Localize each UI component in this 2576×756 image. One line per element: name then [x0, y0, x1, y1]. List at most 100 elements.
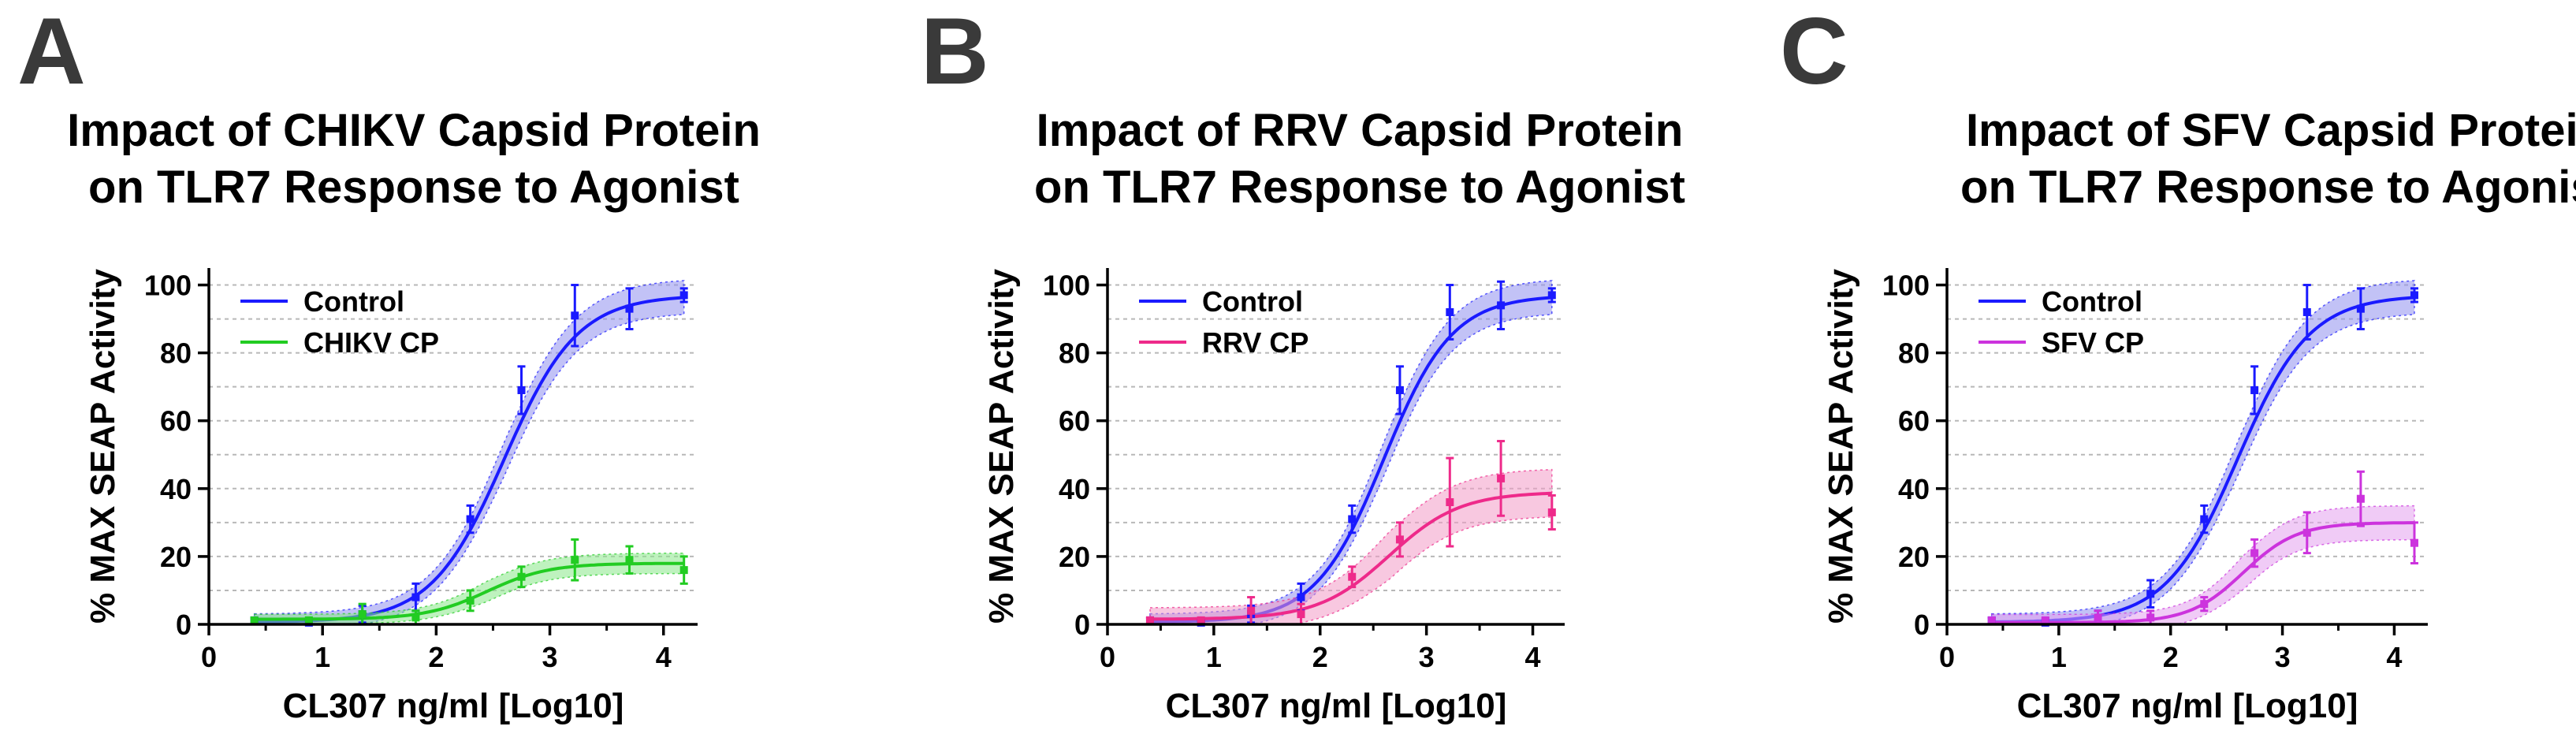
y-tick-label: 80 [1059, 337, 1090, 370]
x-tick-label: 2 [428, 641, 444, 673]
x-tick-label: 3 [1419, 641, 1435, 673]
chart-title-line: on TLR7 Response to Agonist [88, 162, 739, 213]
x-axis-label: CL307 ng/ml [Log10] [2017, 687, 2358, 725]
data-point [1547, 508, 1556, 516]
data-point [2302, 307, 2311, 316]
y-tick-label: 0 [1914, 609, 1930, 641]
x-tick-label: 1 [1206, 641, 1222, 673]
x-tick-label: 0 [201, 641, 217, 673]
x-tick-label: 1 [2051, 641, 2067, 673]
chart-title-line: Impact of SFV Capsid Protein [1966, 105, 2576, 156]
data-point [571, 311, 579, 320]
data-point [2356, 494, 2365, 503]
panel-letter: A [17, 0, 86, 104]
data-point [2041, 616, 2049, 625]
x-tick-label: 2 [1312, 641, 1328, 673]
y-tick-label: 40 [1059, 473, 1090, 505]
chart-title-line: on TLR7 Response to Agonist [1960, 162, 2576, 213]
legend-label: CHIKV CP [303, 326, 439, 359]
y-axis-label: % MAX SEAP Activity [982, 269, 1021, 624]
data-point [2302, 528, 2311, 537]
y-tick-label: 0 [176, 609, 192, 641]
data-point [1297, 593, 1305, 601]
y-tick-label: 80 [160, 337, 192, 370]
chart-panel-c: C Impact of SFV Capsid Protein on TLR7 Res… [1780, 0, 2576, 725]
data-point [2410, 538, 2418, 547]
data-point [1348, 572, 1357, 581]
data-point [517, 572, 526, 581]
x-tick-label: 0 [1939, 641, 1955, 673]
data-point [625, 304, 634, 313]
y-tick-label: 20 [1059, 541, 1090, 573]
y-tick-label: 0 [1074, 609, 1090, 641]
y-tick-label: 60 [1059, 405, 1090, 438]
data-point [1145, 616, 1154, 625]
data-point [1348, 515, 1357, 523]
legend-label: Control [303, 285, 404, 318]
data-point [679, 291, 688, 300]
chart-title-line: on TLR7 Response to Agonist [1034, 162, 1685, 213]
x-tick-label: 3 [2275, 641, 2291, 673]
data-point [411, 613, 420, 622]
y-tick-label: 80 [1898, 337, 1930, 370]
data-point [1297, 610, 1305, 619]
legend-label: RRV CP [1202, 326, 1308, 359]
data-point [2200, 600, 2209, 609]
panel-letter: C [1780, 0, 1848, 104]
x-tick-label: 0 [1100, 641, 1115, 673]
data-point [1395, 535, 1404, 544]
data-point [466, 596, 475, 605]
y-tick-label: 60 [1898, 405, 1930, 438]
data-point [1987, 616, 1996, 625]
data-point [1446, 498, 1454, 507]
data-point [2250, 385, 2259, 394]
y-axis-label: % MAX SEAP Activity [1822, 269, 1860, 624]
data-point [2410, 291, 2418, 300]
data-point [571, 556, 579, 564]
x-tick-label: 2 [2163, 641, 2179, 673]
x-tick-label: 3 [542, 641, 558, 673]
chart-title-line: Impact of CHIKV Capsid Protein [67, 105, 761, 156]
x-axis-label: CL307 ng/ml [Log10] [283, 687, 624, 725]
legend-label: SFV CP [2042, 326, 2144, 359]
data-point [2356, 304, 2365, 313]
y-tick-label: 20 [1898, 541, 1930, 573]
data-point [1497, 301, 1506, 310]
x-tick-label: 4 [656, 641, 672, 673]
data-point [1197, 616, 1205, 625]
data-point [1395, 385, 1404, 394]
data-point [411, 593, 420, 601]
data-point [2146, 613, 2155, 622]
data-point [250, 616, 259, 625]
x-tick-label: 4 [2386, 641, 2402, 673]
y-tick-label: 40 [1898, 473, 1930, 505]
data-point [1547, 291, 1556, 300]
data-point [2200, 515, 2209, 523]
chart-panel-b: B Impact of RRV Capsid Protein on TLR7 Res… [921, 0, 1685, 725]
data-point [625, 556, 634, 564]
y-axis-label: % MAX SEAP Activity [84, 269, 122, 624]
x-tick-label: 4 [1525, 641, 1541, 673]
data-point [1247, 606, 1256, 615]
data-point [358, 610, 367, 619]
x-axis-label: CL307 ng/ml [Log10] [1166, 687, 1507, 725]
y-tick-label: 100 [144, 270, 192, 302]
data-point [2146, 590, 2155, 598]
data-point [1497, 474, 1506, 482]
confidence-band-0 [253, 280, 685, 625]
data-point [304, 616, 313, 625]
x-tick-label: 1 [315, 641, 330, 673]
data-point [1446, 307, 1454, 316]
data-point [2250, 549, 2259, 557]
y-tick-label: 100 [1043, 270, 1090, 302]
y-tick-label: 60 [160, 405, 192, 438]
data-point [466, 515, 475, 523]
data-point [679, 566, 688, 575]
y-tick-label: 40 [160, 473, 192, 505]
panel-letter: B [921, 0, 989, 104]
legend-label: Control [1202, 285, 1303, 318]
y-tick-label: 20 [160, 541, 192, 573]
chart-title-line: Impact of RRV Capsid Protein [1037, 105, 1684, 156]
